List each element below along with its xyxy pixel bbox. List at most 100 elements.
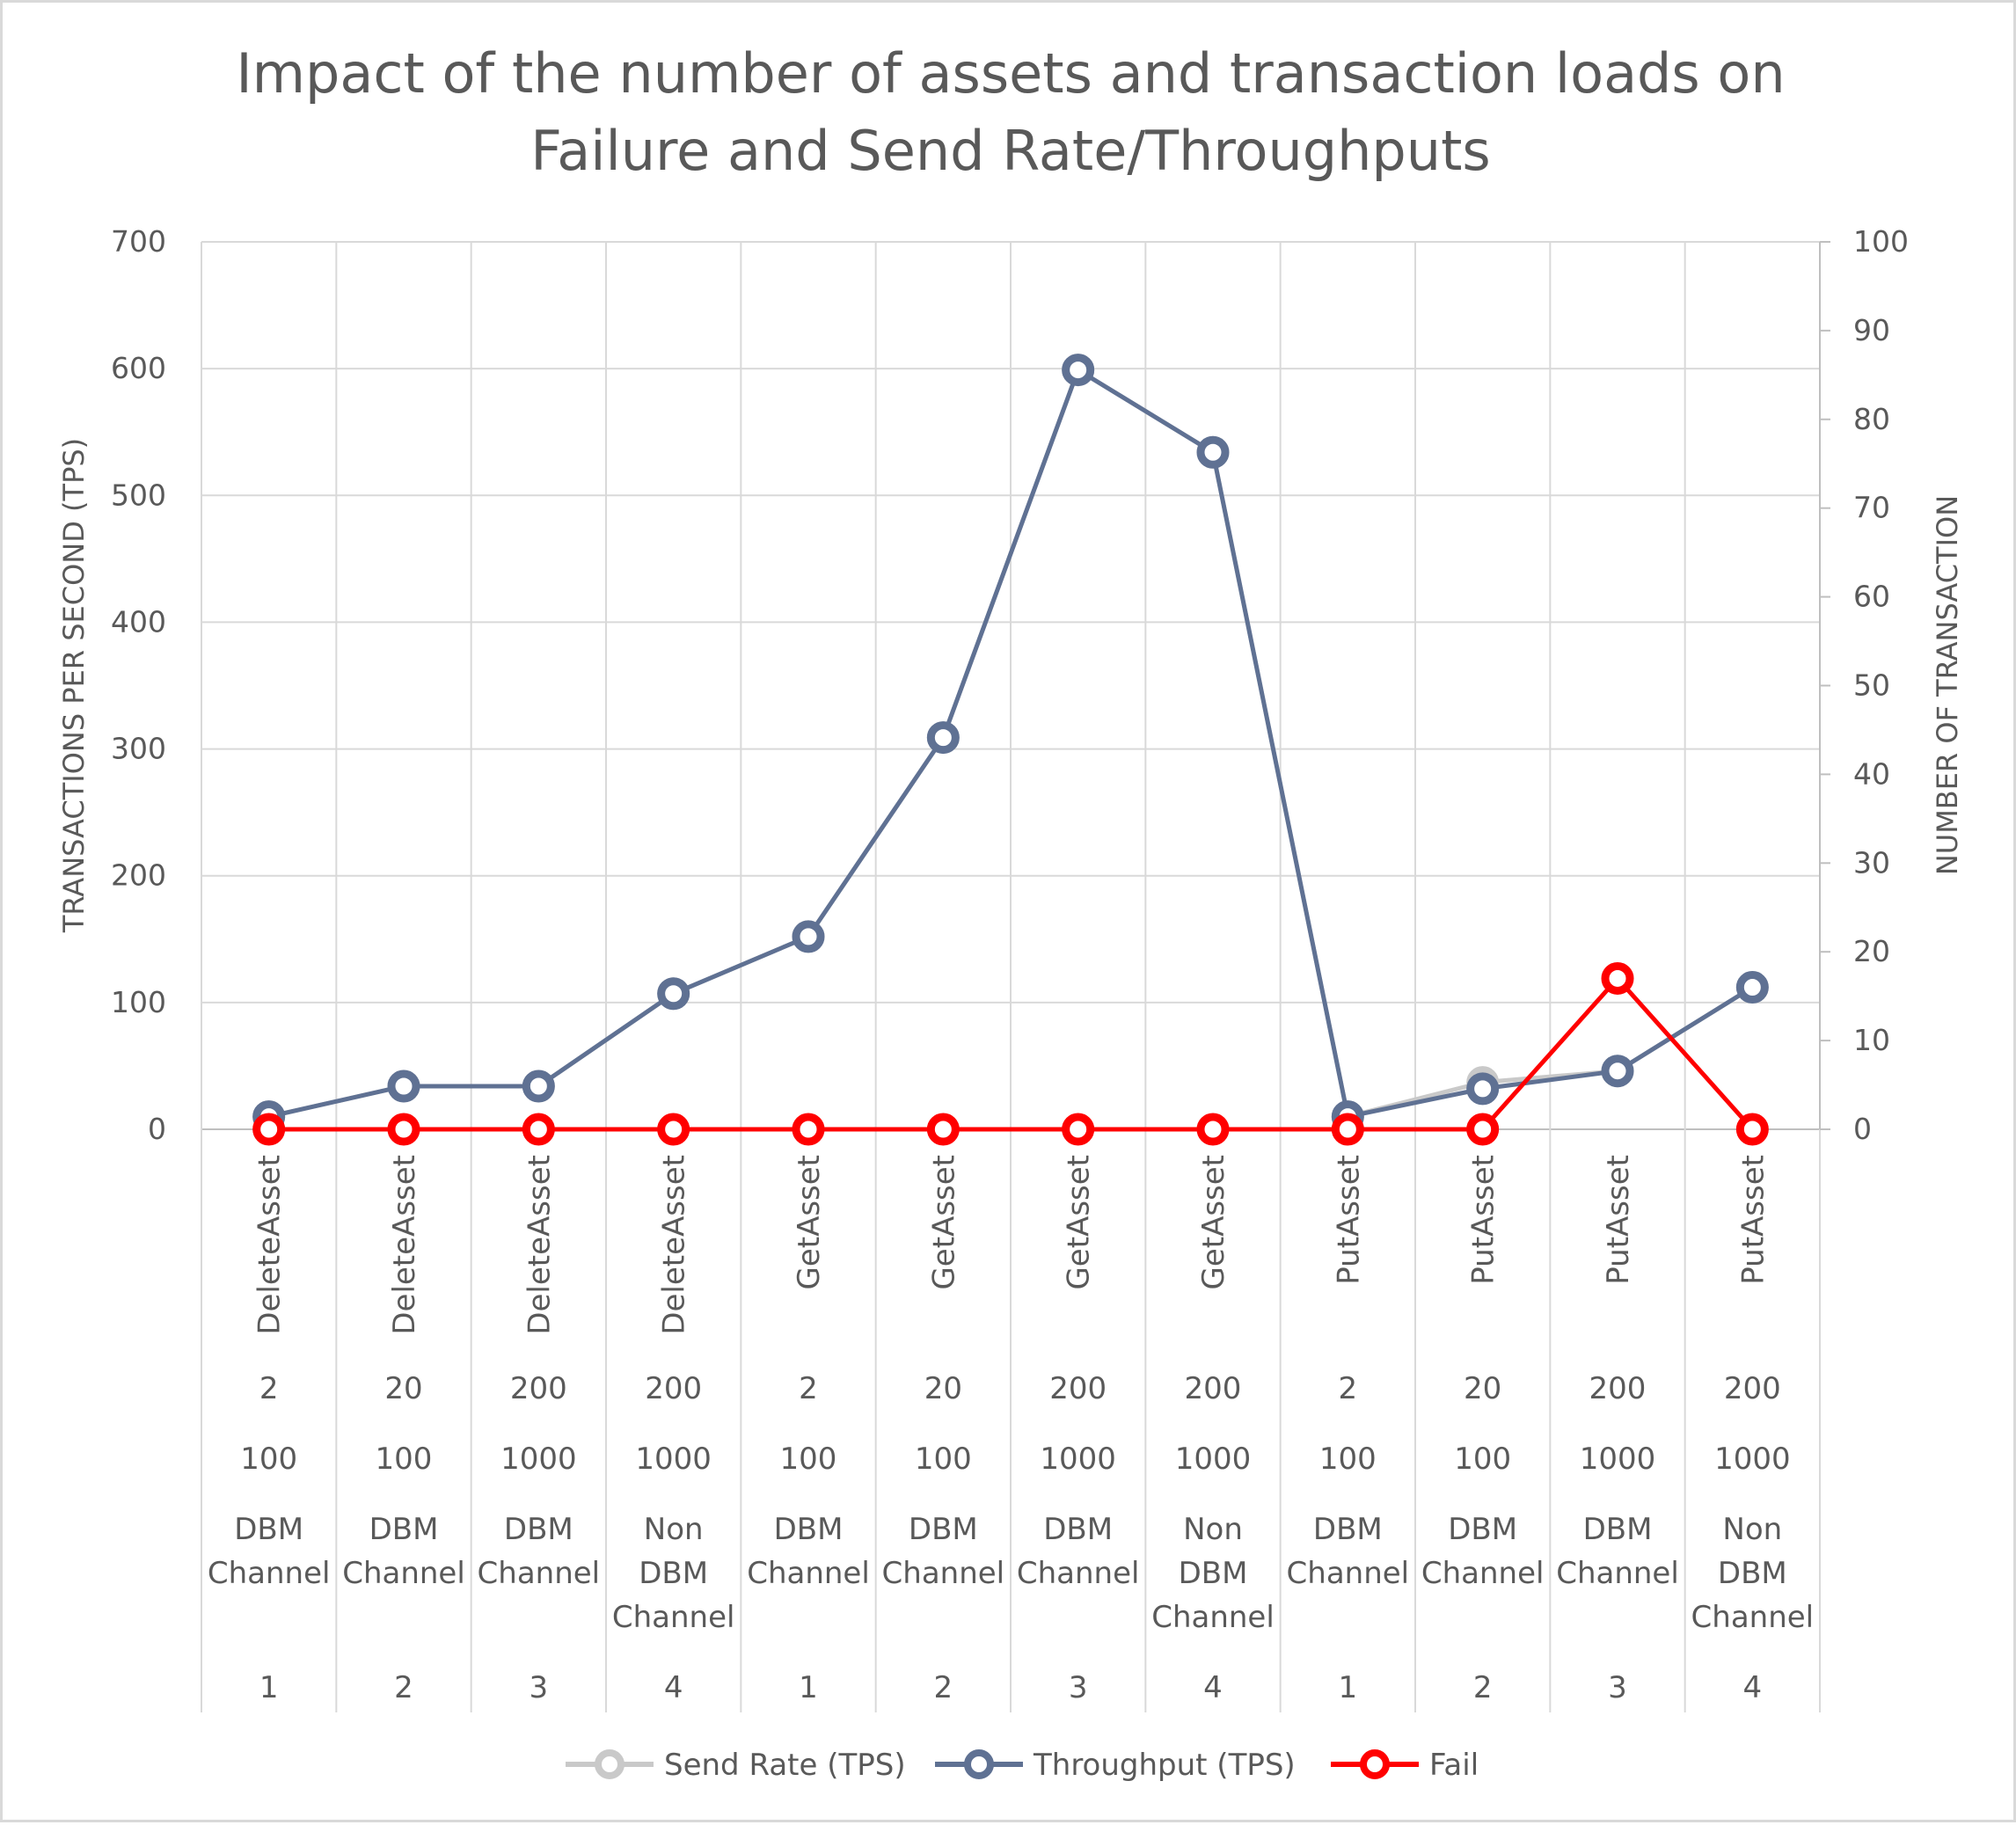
category-assets-label: 200 — [510, 1371, 567, 1406]
category-load-label: 1000 — [1175, 1442, 1252, 1477]
series-line — [268, 975, 1755, 1132]
category-channel-label: Channel — [342, 1556, 465, 1591]
data-point-marker — [1331, 1113, 1364, 1146]
category-case-label: 3 — [1608, 1670, 1627, 1705]
category-channel-label: Non — [644, 1512, 704, 1547]
category-assets-label: 20 — [1464, 1371, 1501, 1406]
y2-tick-label: 0 — [1853, 1112, 1872, 1146]
chart-title-line: Impact of the number of assets and trans… — [236, 41, 1785, 106]
category-channel-label: DBM — [504, 1512, 573, 1547]
category-load-label: 1000 — [1714, 1442, 1791, 1477]
category-load-label: 100 — [1319, 1442, 1377, 1477]
category-operation-label: PutAsset — [1735, 1155, 1771, 1285]
category-case-label: 3 — [1069, 1670, 1088, 1705]
chart-title: Impact of the number of assets and trans… — [236, 41, 1785, 183]
y2-tick-label: 70 — [1853, 491, 1890, 525]
y2-tick-label: 100 — [1853, 224, 1909, 259]
category-channel-label: Channel — [747, 1556, 870, 1591]
category-channel-label: DBM — [774, 1512, 844, 1547]
category-assets-label: 200 — [1049, 1371, 1107, 1406]
category-channel-label: DBM — [1583, 1512, 1653, 1547]
category-operation-label: GetAsset — [1196, 1155, 1231, 1290]
category-load-label: 1000 — [500, 1442, 577, 1477]
data-point-marker — [1735, 971, 1769, 1004]
category-load-label: 100 — [915, 1442, 972, 1477]
legend: Send Rate (TPS) Throughput (TPS) Fail — [566, 1748, 1479, 1783]
category-load-label: 100 — [1454, 1442, 1511, 1477]
category-case-label: 2 — [1473, 1670, 1493, 1705]
data-point-marker — [1466, 1113, 1500, 1146]
y2-tick-label: 20 — [1853, 934, 1890, 968]
category-operation-label: GetAsset — [1062, 1155, 1097, 1290]
category-channel-label: Channel — [1421, 1556, 1545, 1591]
category-assets-label: 200 — [645, 1371, 702, 1406]
category-assets-label: 200 — [1724, 1371, 1781, 1406]
category-operation-label: DeleteAsset — [657, 1155, 692, 1335]
data-point-marker — [1062, 1113, 1095, 1146]
category-assets-label: 2 — [1339, 1371, 1358, 1406]
category-channel-label: DBM — [1313, 1512, 1383, 1547]
legend-label: Throughput (TPS) — [1033, 1748, 1296, 1783]
category-channel-label: DBM — [369, 1512, 439, 1547]
category-channel-label: Channel — [208, 1556, 331, 1591]
y-tick-label: 400 — [111, 604, 166, 639]
data-point-marker — [1196, 1113, 1230, 1146]
data-point-marker — [387, 1069, 420, 1103]
category-assets-label: 2 — [259, 1371, 279, 1406]
category-channel-label: DBM — [1179, 1556, 1248, 1591]
data-point-marker — [522, 1069, 555, 1103]
y-tick-label: 700 — [111, 224, 166, 259]
category-channel-label: DBM — [1448, 1512, 1517, 1547]
y-tick-label: 100 — [111, 985, 166, 1019]
chart-svg: Impact of the number of assets and trans… — [57, 41, 1964, 1783]
legend-label: Fail — [1429, 1748, 1479, 1783]
legend-label: Send Rate (TPS) — [664, 1748, 906, 1783]
data-point-marker — [522, 1113, 555, 1146]
data-point-marker — [657, 1113, 690, 1146]
category-case-label: 2 — [934, 1670, 953, 1705]
category-load-label: 1000 — [1580, 1442, 1656, 1477]
data-point-marker — [1601, 961, 1634, 995]
y-tick-label: 0 — [148, 1112, 166, 1146]
y2-tick-label: 80 — [1853, 402, 1890, 436]
category-channel-label: Channel — [1691, 1600, 1815, 1635]
category-channel-label: DBM — [639, 1556, 708, 1591]
category-case-label: 1 — [259, 1670, 279, 1705]
y2-axis-title: NUMBER OF TRANSACTION — [1931, 495, 1964, 875]
axes: 0 100 200 300 400 500 600 700 0 10 20 30 40 50 60 70 80 9… — [57, 224, 1964, 1146]
category-channel-label: DBM — [234, 1512, 303, 1547]
category-channel-label: Channel — [1017, 1556, 1140, 1591]
y-tick-label: 200 — [111, 858, 166, 893]
y2-tick-label: 40 — [1853, 756, 1890, 791]
data-point-marker — [1735, 1113, 1769, 1146]
y2-tick-label: 10 — [1853, 1023, 1890, 1057]
data-point-marker — [1196, 435, 1230, 469]
category-operation-label: DeleteAsset — [252, 1155, 288, 1335]
series-line — [268, 368, 1754, 1120]
category-channel-label: Non — [1722, 1512, 1782, 1547]
category-load-label: 100 — [240, 1442, 297, 1477]
category-case-label: 4 — [1203, 1670, 1223, 1705]
data-point-marker — [657, 977, 690, 1011]
y-tick-label: 600 — [111, 351, 166, 385]
category-assets-label: 200 — [1185, 1371, 1242, 1406]
data-point-marker — [792, 920, 825, 953]
y-axis-title: TRANSACTIONS PER SECOND (TPS) — [57, 438, 91, 933]
chart-title-line: Failure and Send Rate/Throughputs — [530, 119, 1490, 183]
category-assets-label: 2 — [799, 1371, 818, 1406]
y2-tick-label: 50 — [1853, 668, 1890, 703]
category-operation-label: GetAsset — [792, 1155, 827, 1290]
category-load-label: 1000 — [1040, 1442, 1116, 1477]
category-load-label: 100 — [376, 1442, 433, 1477]
category-case-label: 4 — [1743, 1670, 1763, 1705]
y2-tick-label: 30 — [1853, 845, 1890, 880]
legend-marker — [595, 1749, 625, 1779]
legend-marker — [964, 1749, 994, 1779]
data-point-marker — [792, 1113, 825, 1146]
category-operation-label: GetAsset — [926, 1155, 961, 1290]
category-operation-label: DeleteAsset — [387, 1155, 422, 1335]
category-assets-label: 200 — [1589, 1371, 1647, 1406]
category-channel-label: DBM — [909, 1512, 978, 1547]
category-operation-label: PutAsset — [1331, 1155, 1366, 1285]
